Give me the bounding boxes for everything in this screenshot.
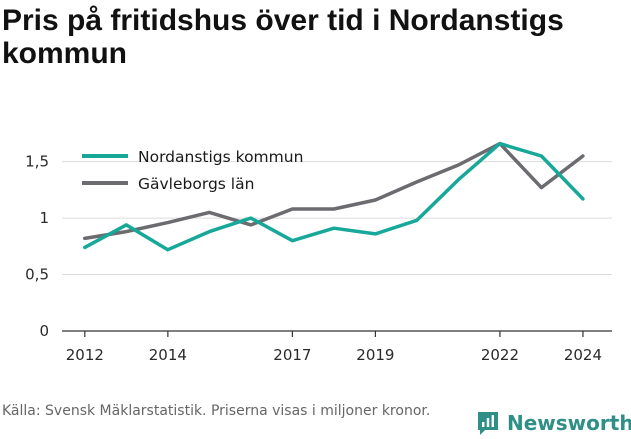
newsworthy-logo-icon [478,412,498,435]
y-tick-label: 0 [39,322,49,340]
y-tick-label: 1,5 [25,153,49,171]
y-tick-label: 1 [39,209,49,227]
legend-label-nordanstigs: Nordanstigs kommun [138,148,303,166]
legend-label-gavleborg: Gävleborgs län [138,175,254,193]
x-axis-labels: 2012 2014 2017 2019 2022 2024 [66,346,602,364]
x-axis-ticks [84,331,584,337]
grid-lines [62,161,612,332]
source-note: Källa: Svensk Mäklarstatistik. Priserna … [2,403,431,419]
x-tick-label: 2014 [149,346,187,364]
x-tick-label: 2024 [564,346,602,364]
y-axis-labels: 0 0,5 1 1,5 [25,153,49,340]
x-tick-label: 2022 [481,346,519,364]
x-tick-label: 2012 [66,346,104,364]
series-lines [83,141,585,252]
x-tick-label: 2017 [273,346,311,364]
series-line-nordanstigs [83,141,585,252]
brand-logo[interactable]: Newsworthy [476,408,631,438]
chart-title: Pris på fritidshus över tid i Nordanstig… [2,4,564,70]
x-tick-label: 2019 [356,346,394,364]
legend: Nordanstigs kommun Gävleborgs län [82,148,303,193]
y-tick-label: 0,5 [25,266,49,284]
line-chart: 0 0,5 1 1,5 2012 2014 2017 2019 2022 2024 Nordan… [25,141,612,364]
brand-name: Newsworthy [507,411,631,435]
